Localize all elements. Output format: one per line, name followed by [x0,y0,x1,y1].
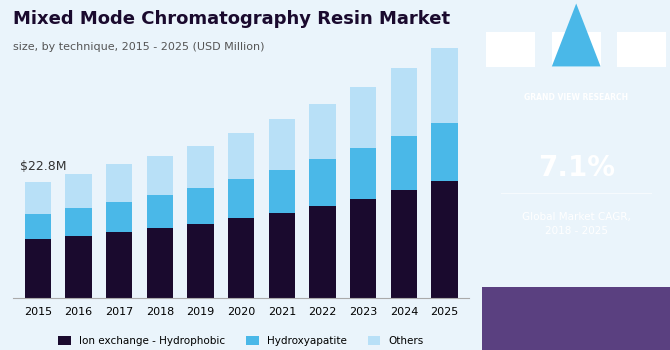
Bar [106,202,133,232]
Bar [310,206,336,298]
Text: size, by technique, 2015 - 2025 (USD Million): size, by technique, 2015 - 2025 (USD Mil… [13,42,265,52]
Bar [65,208,92,236]
Bar [25,239,51,298]
Bar [25,214,51,239]
Bar [188,146,214,188]
Bar [228,179,255,218]
Text: Global Market CAGR,
2018 - 2025: Global Market CAGR, 2018 - 2025 [522,212,630,236]
Bar [618,32,666,66]
Text: Mixed Mode Chromatography Resin Market: Mixed Mode Chromatography Resin Market [13,10,450,28]
Bar [25,182,51,214]
Bar [228,218,255,298]
Bar [188,188,214,224]
Bar [106,164,133,202]
Bar [391,68,417,136]
Polygon shape [552,4,600,66]
Legend: Ion exchange - Hydrophobic, Hydroxyapatite, Others: Ion exchange - Hydrophobic, Hydroxyapati… [54,331,428,350]
Bar [188,224,214,298]
Bar [350,88,377,148]
Bar [147,195,173,228]
Bar [391,190,417,298]
Bar [147,156,173,195]
Bar [147,228,173,298]
Bar [65,236,92,298]
Text: GRAND VIEW RESEARCH: GRAND VIEW RESEARCH [524,93,628,103]
Bar [431,48,458,123]
Text: Source:
www.grandviewresearch.com: Source: www.grandviewresearch.com [501,297,625,319]
Bar [310,159,336,206]
Text: 7.1%: 7.1% [538,154,614,182]
Bar [106,232,133,298]
Bar [482,287,670,350]
Bar [350,198,377,298]
Bar [269,119,295,170]
Bar [431,123,458,181]
Bar [552,32,600,66]
Bar [65,174,92,208]
Bar [310,104,336,159]
Bar [228,133,255,179]
Bar [269,170,295,213]
Text: $22.8M: $22.8M [19,160,66,173]
Bar [391,136,417,190]
Bar [269,213,295,298]
Bar [486,32,535,66]
Bar [350,148,377,198]
Bar [431,181,458,298]
